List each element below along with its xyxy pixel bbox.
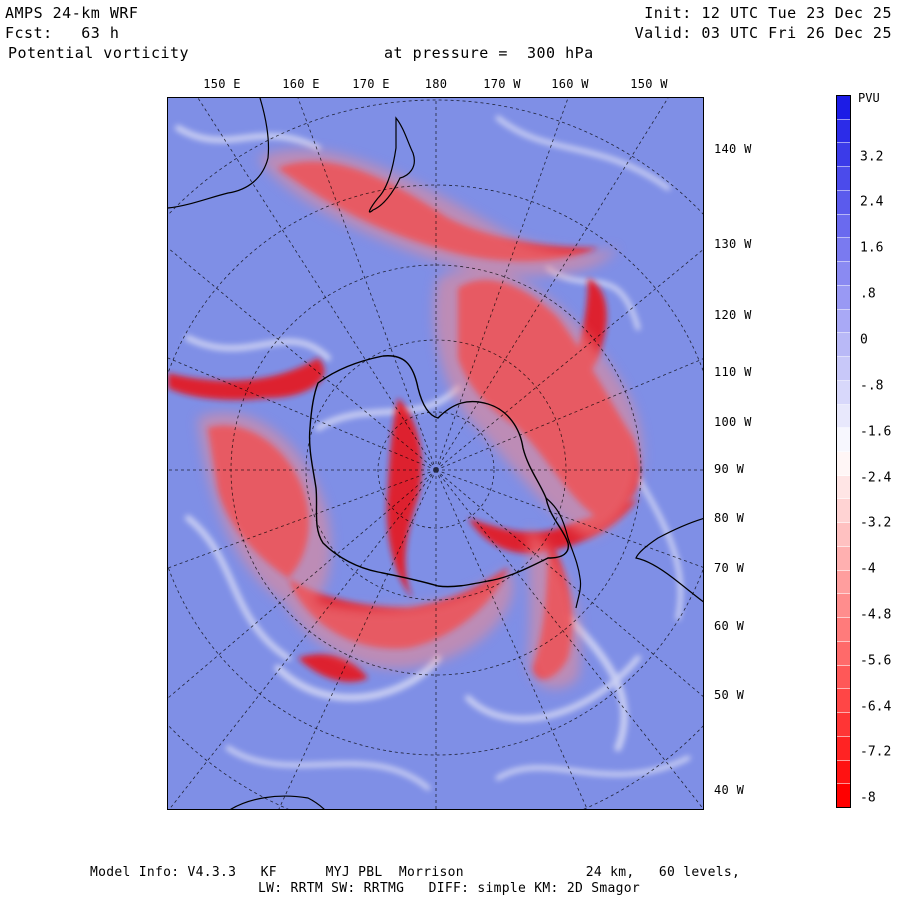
- lon-label-150e: 150 E: [203, 77, 241, 91]
- colorbar-segment: [837, 499, 850, 524]
- model-title: AMPS 24-km WRF: [5, 4, 139, 22]
- colorbar-segment: [837, 570, 850, 595]
- colorbar-segment: [837, 404, 850, 429]
- colorbar-segment: [837, 546, 850, 571]
- colorbar-segment: [837, 190, 850, 215]
- lon-label-140w: 140 W: [714, 142, 752, 156]
- colorbar-segment: [837, 523, 850, 547]
- lon-label-50w: 50 W: [714, 688, 745, 702]
- lon-label-180: 180: [424, 77, 448, 91]
- colorbar-label-neg5.6: -5.6: [860, 653, 892, 669]
- antarctica-coastline: [308, 355, 570, 588]
- colorbar-label-neg8: -8: [860, 790, 876, 806]
- colorbar-label-neg6.4: -6.4: [860, 699, 892, 715]
- colorbar-segment: [837, 452, 850, 476]
- pv-filaments-light: [175, 115, 691, 791]
- colorbar-segment: [837, 262, 850, 286]
- lon-label-60w: 60 W: [714, 619, 745, 633]
- colorbar-label-0: 0: [860, 332, 868, 348]
- colorbar-segment: [837, 380, 850, 405]
- colorbar-segment: [837, 689, 850, 714]
- colorbar-label-neg1.6: -1.6: [860, 424, 892, 440]
- lon-label-80w: 80 W: [714, 511, 745, 525]
- pv-map: [167, 97, 704, 810]
- colorbar-segment: [837, 713, 850, 737]
- australia-coastline: [168, 98, 270, 209]
- colorbar-label-neg0.8: -.8: [860, 378, 884, 394]
- colorbar-segment: [837, 357, 850, 381]
- colorbar-segment: [837, 333, 850, 358]
- meridian-lines: [168, 98, 703, 809]
- colorbar-segment: [837, 784, 850, 808]
- colorbar-segment: [837, 285, 850, 310]
- new-zealand-coastline: [368, 116, 415, 213]
- colorbar-label-neg7.2: -7.2: [860, 744, 892, 760]
- south-america-coastline: [635, 517, 703, 603]
- colorbar-segment: [837, 618, 850, 642]
- init-time: Init: 12 UTC Tue 23 Dec 25: [644, 4, 892, 22]
- colorbar-segment: [837, 736, 850, 761]
- lon-label-70w: 70 W: [714, 561, 745, 575]
- lon-label-100w: 100 W: [714, 415, 752, 429]
- lon-label-90w: 90 W: [714, 462, 745, 476]
- footer-model-info: Model Info: V4.3.3 KF MYJ PBL Morrison 2…: [90, 865, 741, 880]
- colorbar: [836, 95, 851, 808]
- lon-label-130w: 130 W: [714, 237, 752, 251]
- colorbar-segment: [837, 428, 850, 453]
- colorbar-segment: [837, 143, 850, 168]
- lon-label-120w: 120 W: [714, 308, 752, 322]
- colorbar-label-neg3.2: -3.2: [860, 515, 892, 531]
- colorbar-segment: [837, 119, 850, 144]
- colorbar-label-3.2: 3.2: [860, 149, 884, 165]
- lon-label-160e: 160 E: [282, 77, 320, 91]
- lon-label-170w: 170 W: [483, 77, 521, 91]
- colorbar-segment: [837, 641, 850, 666]
- colorbar-label-1.6: 1.6: [860, 240, 884, 256]
- colorbar-segment: [837, 760, 850, 785]
- lon-label-150w: 150 W: [630, 77, 668, 91]
- antarctic-peninsula: [545, 497, 582, 609]
- field-name: Potential vorticity: [8, 44, 190, 62]
- southern-ocean-island: [230, 795, 325, 809]
- lon-label-110w: 110 W: [714, 365, 752, 379]
- footer-physics-info: LW: RRTM SW: RRTMG DIFF: simple KM: 2D S…: [258, 881, 640, 896]
- lon-label-40w: 40 W: [714, 783, 745, 797]
- colorbar-segment: [837, 594, 850, 619]
- colorbar-label-2.4: 2.4: [860, 194, 884, 210]
- colorbar-unit: PVU: [858, 91, 880, 105]
- colorbar-segment: [837, 475, 850, 500]
- colorbar-segment: [837, 214, 850, 239]
- colorbar-label-neg4.8: -4.8: [860, 607, 892, 623]
- colorbar-segment: [837, 96, 850, 120]
- colorbar-segment: [837, 238, 850, 263]
- valid-time: Valid: 03 UTC Fri 26 Dec 25: [634, 24, 892, 42]
- colorbar-label-neg2.4: -2.4: [860, 470, 892, 486]
- pressure-level: at pressure = 300 hPa: [384, 44, 594, 62]
- lon-label-170e: 170 E: [352, 77, 390, 91]
- colorbar-label-0.8: .8: [860, 286, 876, 302]
- forecast-hour: Fcst: 63 h: [5, 24, 120, 42]
- pv-moderate-regions: [198, 149, 642, 689]
- colorbar-label-neg4: -4: [860, 561, 876, 577]
- colorbar-segment: [837, 309, 850, 334]
- colorbar-segment: [837, 665, 850, 690]
- colorbar-segment: [837, 167, 850, 191]
- lon-label-160w: 160 W: [551, 77, 589, 91]
